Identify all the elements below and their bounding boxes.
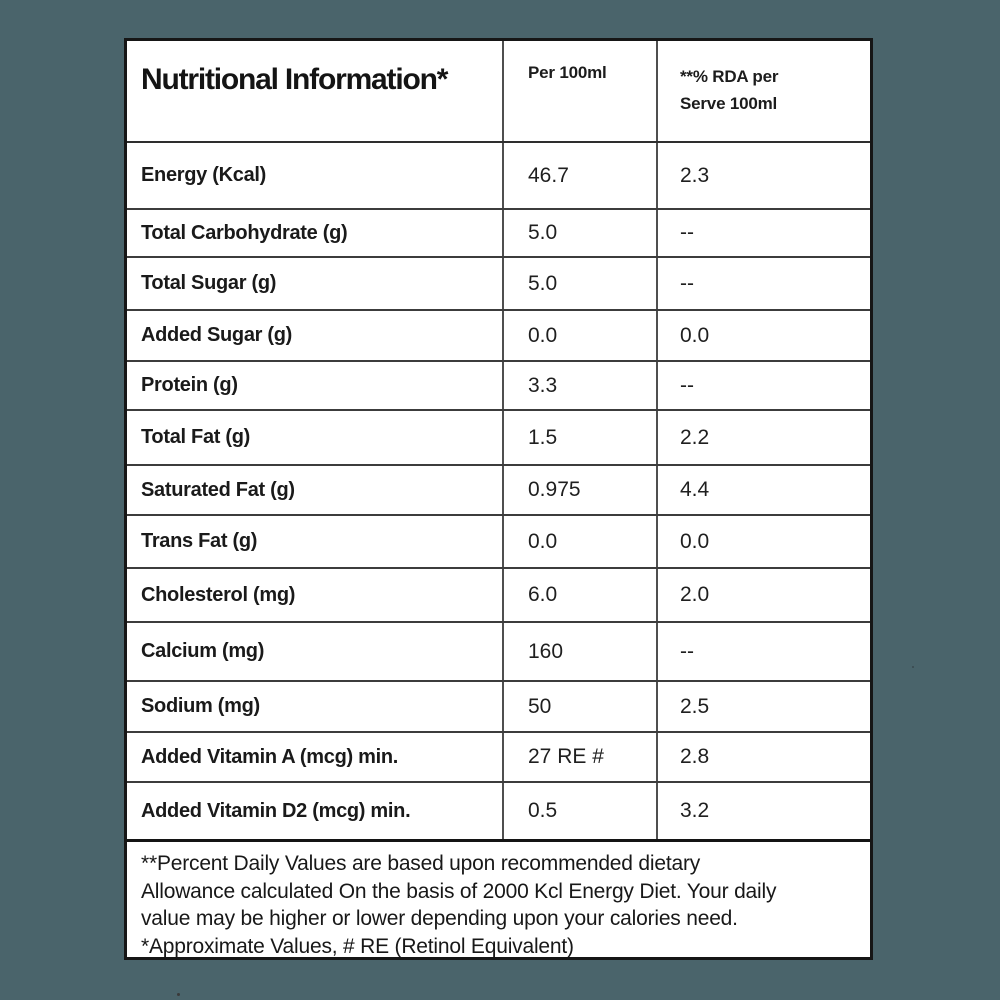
value-per-100ml: 0.5 (504, 783, 658, 839)
row-label: Total Sugar (g) (127, 258, 504, 309)
table-row-added-vitamin-d2: Added Vitamin D2 (mcg) min. 0.5 3.2 (127, 783, 870, 842)
row-label: Calcium (mg) (127, 623, 504, 680)
table-row-total-carbohydrate: Total Carbohydrate (g) 5.0 -- (127, 210, 870, 258)
table-row-added-sugar: Added Sugar (g) 0.0 0.0 (127, 311, 870, 362)
value-per-100ml: 6.0 (504, 569, 658, 621)
value-rda: -- (680, 639, 694, 663)
footnote-line-1: **Percent Daily Values are based upon re… (141, 852, 701, 875)
value-rda: -- (680, 221, 694, 244)
row-label: Sodium (mg) (127, 682, 504, 731)
footnote-line-3: value may be higher or lower depending u… (141, 907, 738, 930)
table-row-trans-fat: Trans Fat (g) 0.0 0.0 (127, 516, 870, 569)
row-label: Added Vitamin D2 (mcg) min. (127, 783, 504, 839)
nutrition-table: Nutritional Information* Per 100ml **% R… (124, 38, 873, 960)
row-label: Saturated Fat (g) (127, 466, 504, 514)
value-rda: 0.0 (680, 323, 710, 347)
value-rda: 2.3 (680, 163, 710, 187)
value-per-100ml: 46.7 (504, 143, 658, 208)
table-title: Nutritional Information* (127, 41, 504, 141)
value-rda: 2.2 (680, 425, 710, 449)
value-per-100ml: 0.975 (504, 466, 658, 514)
footnote: **Percent Daily Values are based upon re… (127, 842, 870, 960)
value-rda: 2.0 (680, 583, 710, 606)
value-rda: 0.0 (680, 529, 710, 553)
table-row-total-sugar: Total Sugar (g) 5.0 -- (127, 258, 870, 311)
footnote-line-2: Allowance calculated On the basis of 200… (141, 879, 777, 903)
table-row-energy: Energy (Kcal) 46.7 2.3 (127, 143, 870, 210)
value-per-100ml: 50 (504, 682, 658, 731)
value-rda: 4.4 (680, 478, 710, 501)
speck-artifact-right (912, 666, 914, 668)
row-label: Added Vitamin A (mcg) min. (127, 733, 504, 781)
value-rda: -- (680, 271, 694, 295)
row-label: Protein (g) (127, 362, 504, 409)
value-per-100ml: 160 (504, 623, 658, 680)
value-per-100ml: 5.0 (504, 258, 658, 309)
table-row-added-vitamin-a: Added Vitamin A (mcg) min. 27 RE # 2.8 (127, 733, 870, 783)
column-header-rda-text: **% RDA per Serve 100ml (680, 63, 778, 117)
row-label: Total Carbohydrate (g) (127, 210, 504, 256)
value-rda: 3.2 (680, 799, 710, 822)
value-rda: -- (680, 373, 694, 397)
value-per-100ml: 5.0 (504, 210, 658, 256)
row-label: Energy (Kcal) (127, 143, 504, 208)
row-label: Cholesterol (mg) (127, 569, 504, 621)
value-rda: 2.5 (680, 694, 710, 718)
footnote-line-4: *Approximate Values, # RE (Retinol Equiv… (141, 934, 574, 958)
value-per-100ml: 1.5 (504, 411, 658, 464)
speck-artifact-bottom (177, 993, 180, 996)
row-label: Added Sugar (g) (127, 311, 504, 360)
table-row-cholesterol: Cholesterol (mg) 6.0 2.0 (127, 569, 870, 623)
column-header-per-100ml: Per 100ml (504, 41, 658, 141)
value-per-100ml: 0.0 (504, 311, 658, 360)
value-rda: 2.8 (680, 745, 710, 768)
table-row-protein: Protein (g) 3.3 -- (127, 362, 870, 411)
value-per-100ml: 27 RE # (504, 733, 658, 781)
table-row-total-fat: Total Fat (g) 1.5 2.2 (127, 411, 870, 466)
column-header-rda: **% RDA per Serve 100ml (658, 41, 870, 141)
rda-header-line1: **% RDA per (680, 67, 779, 86)
table-row-calcium: Calcium (mg) 160 -- (127, 623, 870, 682)
rda-header-line2: Serve 100ml (680, 94, 778, 113)
table-header-row: Nutritional Information* Per 100ml **% R… (127, 41, 870, 143)
value-per-100ml: 3.3 (504, 362, 658, 409)
value-per-100ml: 0.0 (504, 516, 658, 567)
row-label: Trans Fat (g) (127, 516, 504, 567)
row-label: Total Fat (g) (127, 411, 504, 464)
table-row-saturated-fat: Saturated Fat (g) 0.975 4.4 (127, 466, 870, 516)
table-row-sodium: Sodium (mg) 50 2.5 (127, 682, 870, 733)
